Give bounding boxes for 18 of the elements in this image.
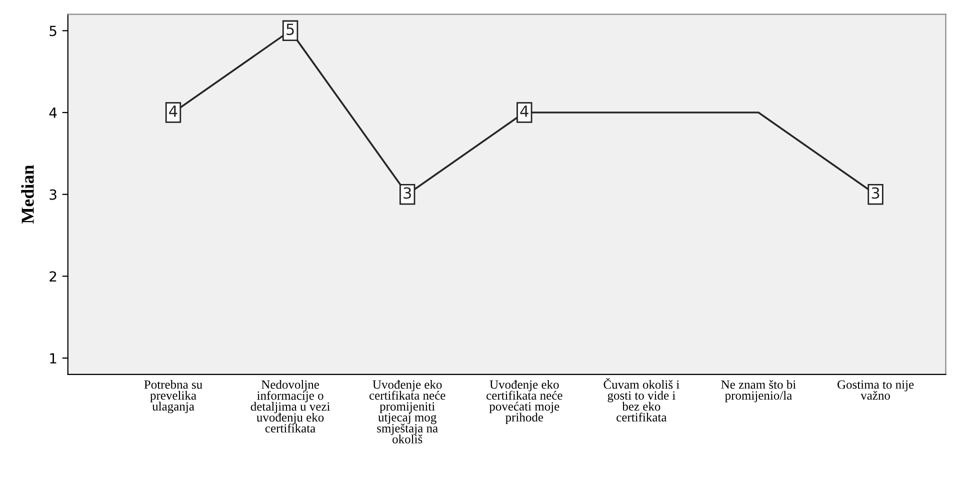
y-tick-label: 2 [50,271,56,282]
x-tick-label: Gostima to nije važno [838,380,914,400]
data-label: 3 [872,187,880,199]
y-tick-label: 3 [50,189,56,200]
data-label: 5 [286,24,294,36]
x-tick-label: Uvođenje eko certifikata neće promijeniti utjecaj mog smještaja na okoliš [369,380,446,444]
y-tick-label: 4 [49,108,57,118]
data-label: 3 [404,187,411,199]
x-tick-label: Potrebna su prevelika ulaganja [144,380,202,414]
x-tick-label: Čuvam okoliš i gosti to vide i bez eko certifikata [604,378,680,422]
data-label: 4 [169,106,178,117]
x-tick-label: Ne znam što bi promijenio/la [721,380,796,402]
y-tick-label: 5 [50,26,56,36]
y-tick-label: 1 [50,353,56,364]
x-tick-label: Uvođenje eko certifikata neće povećati moje prihode [486,380,562,424]
x-tick-label: Nedovoljne informacije o detaljima u vezi uvođenju eko certifikata [250,380,330,433]
y-axis-title: Median [21,165,34,224]
data-label: 4 [520,106,528,117]
